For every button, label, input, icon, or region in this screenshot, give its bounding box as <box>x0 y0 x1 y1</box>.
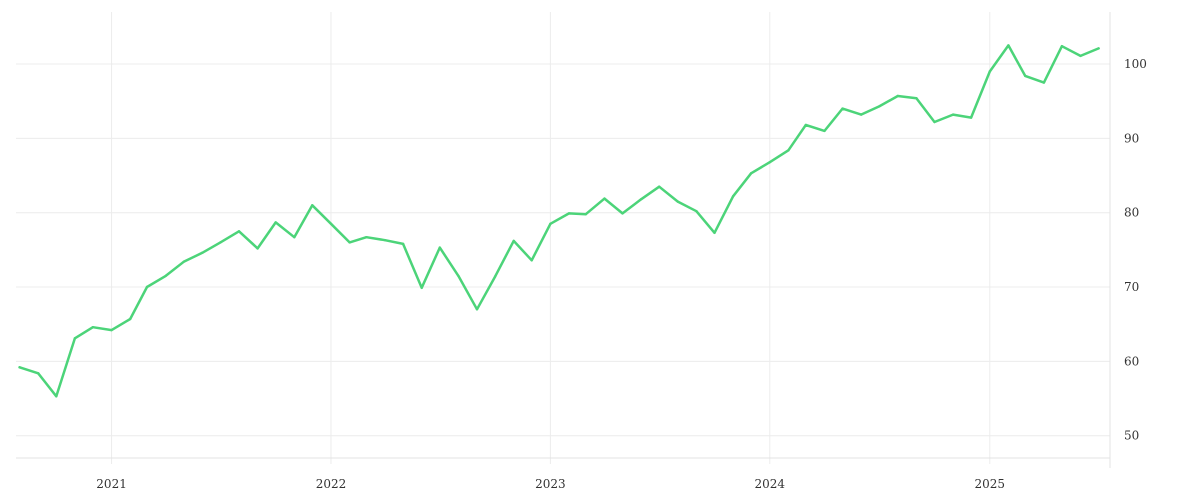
data-point <box>201 251 204 254</box>
data-point <box>348 241 351 244</box>
data-point <box>110 328 113 332</box>
data-point <box>603 197 606 200</box>
x-tick-label: 2024 <box>755 477 786 491</box>
data-point <box>639 198 643 201</box>
data-point <box>182 260 185 263</box>
data-point <box>549 222 552 225</box>
data-point <box>145 285 149 289</box>
data-point <box>274 221 277 224</box>
data-point <box>658 185 661 188</box>
series-layer <box>18 44 1100 398</box>
y-tick-label: 90 <box>1124 131 1139 145</box>
x-tick-label: 2025 <box>975 477 1006 491</box>
data-point <box>55 395 58 398</box>
data-point <box>475 308 479 311</box>
data-point <box>256 247 259 250</box>
data-point <box>878 105 881 108</box>
data-point <box>164 274 167 278</box>
data-point <box>567 212 571 215</box>
data-point <box>584 213 587 216</box>
data-point <box>731 195 735 198</box>
data-point <box>37 372 40 375</box>
data-point <box>1023 74 1027 78</box>
data-point <box>896 94 899 98</box>
data-point <box>293 236 296 239</box>
y-tick-label: 100 <box>1124 57 1147 71</box>
data-point <box>73 337 77 340</box>
data-point <box>823 129 826 133</box>
data-point <box>988 70 991 73</box>
data-point <box>933 120 936 124</box>
data-point <box>969 116 973 119</box>
data-point <box>676 200 679 203</box>
data-point <box>621 212 624 215</box>
x-tick-label: 2022 <box>316 477 347 491</box>
data-point <box>329 222 333 225</box>
axes <box>16 12 1111 468</box>
data-point <box>749 172 753 175</box>
data-point <box>1042 81 1046 84</box>
data-point <box>311 204 314 207</box>
data-point <box>420 286 423 289</box>
data-point <box>1060 45 1064 48</box>
data-point <box>713 231 716 234</box>
y-tick-label: 50 <box>1124 429 1139 443</box>
data-point <box>493 275 497 278</box>
data-point <box>841 107 844 110</box>
data-point <box>438 246 441 249</box>
data-point <box>219 241 222 244</box>
data-point <box>1007 44 1010 47</box>
data-point <box>383 239 387 242</box>
x-tick-label: 2021 <box>96 477 127 491</box>
data-point <box>18 366 21 369</box>
data-point <box>129 317 132 321</box>
data-point <box>951 113 955 116</box>
y-tick-label: 70 <box>1124 280 1139 294</box>
x-tick-label: 2023 <box>535 477 566 491</box>
data-point <box>91 326 95 329</box>
data-point <box>768 161 771 164</box>
data-point <box>401 242 405 246</box>
data-point <box>457 274 460 278</box>
y-tick-label: 80 <box>1124 206 1139 220</box>
data-point <box>859 113 863 116</box>
data-point <box>1097 47 1100 50</box>
y-tick-label: 60 <box>1124 354 1139 368</box>
data-point <box>804 123 807 127</box>
data-point <box>237 230 241 233</box>
data-point <box>512 239 515 243</box>
gridlines <box>16 12 1110 464</box>
data-point <box>915 97 918 100</box>
data-point <box>1079 54 1082 58</box>
data-point <box>365 236 368 239</box>
data-point <box>695 210 698 213</box>
series-line <box>18 44 1100 398</box>
data-point <box>787 149 790 152</box>
data-point <box>530 259 533 262</box>
tick-labels: 50 60 70 80 90 100 2021 2022 2023 2024 2025 <box>96 57 1147 491</box>
